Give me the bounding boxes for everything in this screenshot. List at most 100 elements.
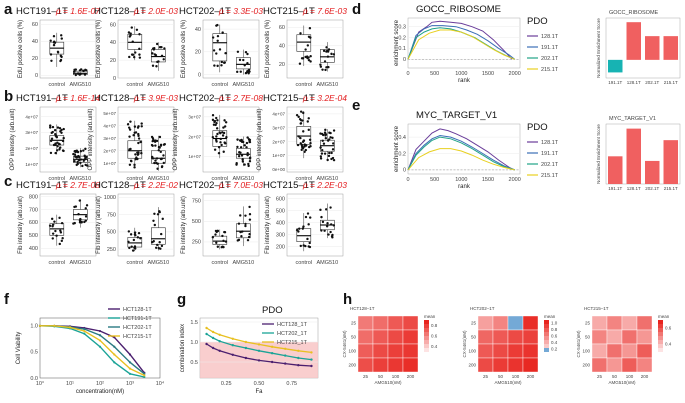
data-point — [213, 119, 217, 123]
y-tick-label: 200 — [348, 363, 356, 368]
data-point — [243, 163, 246, 166]
heatmap-cell — [357, 315, 374, 331]
data-point — [127, 126, 131, 129]
y-tick-label: 200 — [468, 363, 476, 368]
y-tick-label: 25 — [471, 321, 477, 326]
data-point — [50, 217, 54, 221]
data-point — [304, 148, 308, 152]
x-axis-label: AMG510(nM) — [374, 380, 402, 385]
data-point — [306, 212, 310, 215]
data-point — [223, 119, 226, 122]
legend-tick-label: 0.6 — [431, 334, 438, 339]
y-axis-label: EdU positive cells (%) — [18, 20, 24, 78]
y-tick-label: 2e+07 — [25, 146, 38, 151]
data-point — [49, 139, 53, 143]
data-point — [158, 210, 161, 213]
data-point — [68, 326, 72, 329]
y-tick-label: 0.1 — [398, 46, 406, 52]
data-point — [221, 134, 225, 137]
colorbar-step — [424, 340, 429, 344]
heatmap-cell — [402, 329, 419, 345]
heatmap-cell — [606, 329, 623, 345]
y-tick-label: 100 — [468, 349, 476, 354]
heatmap-3: HCT215–1T 25 50 100 200 25 50 100 200 AMG510(nM) C… — [576, 306, 672, 385]
bar-202.1T — [645, 160, 660, 184]
data-point — [218, 333, 221, 336]
data-point — [155, 157, 159, 160]
data-point — [113, 353, 116, 356]
data-point — [128, 135, 131, 138]
data-point — [83, 157, 87, 161]
data-point — [155, 65, 158, 68]
data-point — [320, 152, 324, 155]
heatmap-cell — [606, 315, 623, 331]
data-point — [56, 126, 60, 129]
data-point — [329, 223, 333, 226]
data-point — [74, 73, 78, 77]
y-tick-label: 0.5 — [190, 360, 198, 366]
data-point — [299, 110, 303, 113]
heatmap-cell — [357, 343, 374, 359]
x-tick-label: control — [212, 176, 229, 182]
legend-label: 128.1T — [541, 140, 559, 146]
heatmap-cell — [387, 357, 404, 373]
data-point — [216, 39, 219, 43]
data-point — [215, 116, 218, 120]
heatmap-cell — [492, 315, 509, 331]
data-point — [324, 137, 328, 140]
data-point — [54, 133, 57, 136]
data-point — [53, 220, 56, 223]
data-point — [332, 53, 336, 56]
data-point — [55, 234, 58, 237]
heatmap-cell — [522, 329, 539, 345]
boxplot-b-1: 1e+07 2e+07 3e+07 4e+07 HCT191–1Tp = 1.6E-14… — [10, 93, 100, 182]
data-point — [98, 339, 102, 342]
data-point — [270, 360, 274, 364]
data-point — [160, 232, 163, 236]
data-point — [83, 220, 86, 224]
plot-title: HCT215–1T — [263, 93, 315, 104]
data-point — [310, 351, 313, 354]
data-point — [133, 233, 137, 236]
data-point — [128, 367, 132, 370]
heatmap-cell — [591, 343, 608, 359]
data-point — [309, 36, 312, 39]
data-point — [211, 346, 215, 350]
colorbar-step — [424, 324, 429, 328]
y-tick-label: 3e+07 — [272, 126, 285, 131]
heatmap-cell — [606, 357, 623, 373]
data-point — [54, 229, 57, 233]
y-tick-label: 0.2 — [398, 151, 406, 157]
data-point — [137, 141, 140, 145]
data-point — [248, 156, 252, 159]
y-tick-label: 25 — [585, 321, 591, 326]
y-tick-label: 40 — [195, 27, 201, 33]
data-point — [298, 62, 302, 65]
data-point — [244, 224, 247, 228]
y-tick-label: 20 — [279, 62, 285, 68]
colorbar-step — [424, 348, 429, 352]
data-point — [307, 56, 310, 59]
data-point — [257, 343, 261, 346]
data-point — [299, 119, 303, 122]
data-point — [211, 36, 215, 39]
data-point — [53, 41, 57, 44]
plot-title: HCT215–1T — [263, 6, 315, 17]
y-tick-label: 4e+07 — [103, 124, 116, 129]
legend-label: HCT202-1T — [123, 325, 152, 331]
heatmap-cell — [636, 357, 653, 373]
data-point — [247, 68, 251, 71]
data-point — [306, 44, 310, 47]
legend-tick-label: 0.6 — [551, 334, 558, 339]
data-point — [325, 49, 329, 53]
data-point — [331, 233, 334, 237]
series-HCT128_1T — [206, 343, 312, 367]
heatmap-cell — [477, 343, 494, 359]
data-point — [302, 139, 306, 142]
data-point — [246, 152, 249, 155]
panel-c: 400 500 600 700 800 HCT191–1Tp = 2.7E-08 Fib i… — [16, 180, 347, 266]
y-tick-label: 60 — [32, 22, 38, 28]
data-point — [247, 162, 250, 166]
data-point — [222, 245, 225, 249]
data-point — [73, 205, 76, 209]
